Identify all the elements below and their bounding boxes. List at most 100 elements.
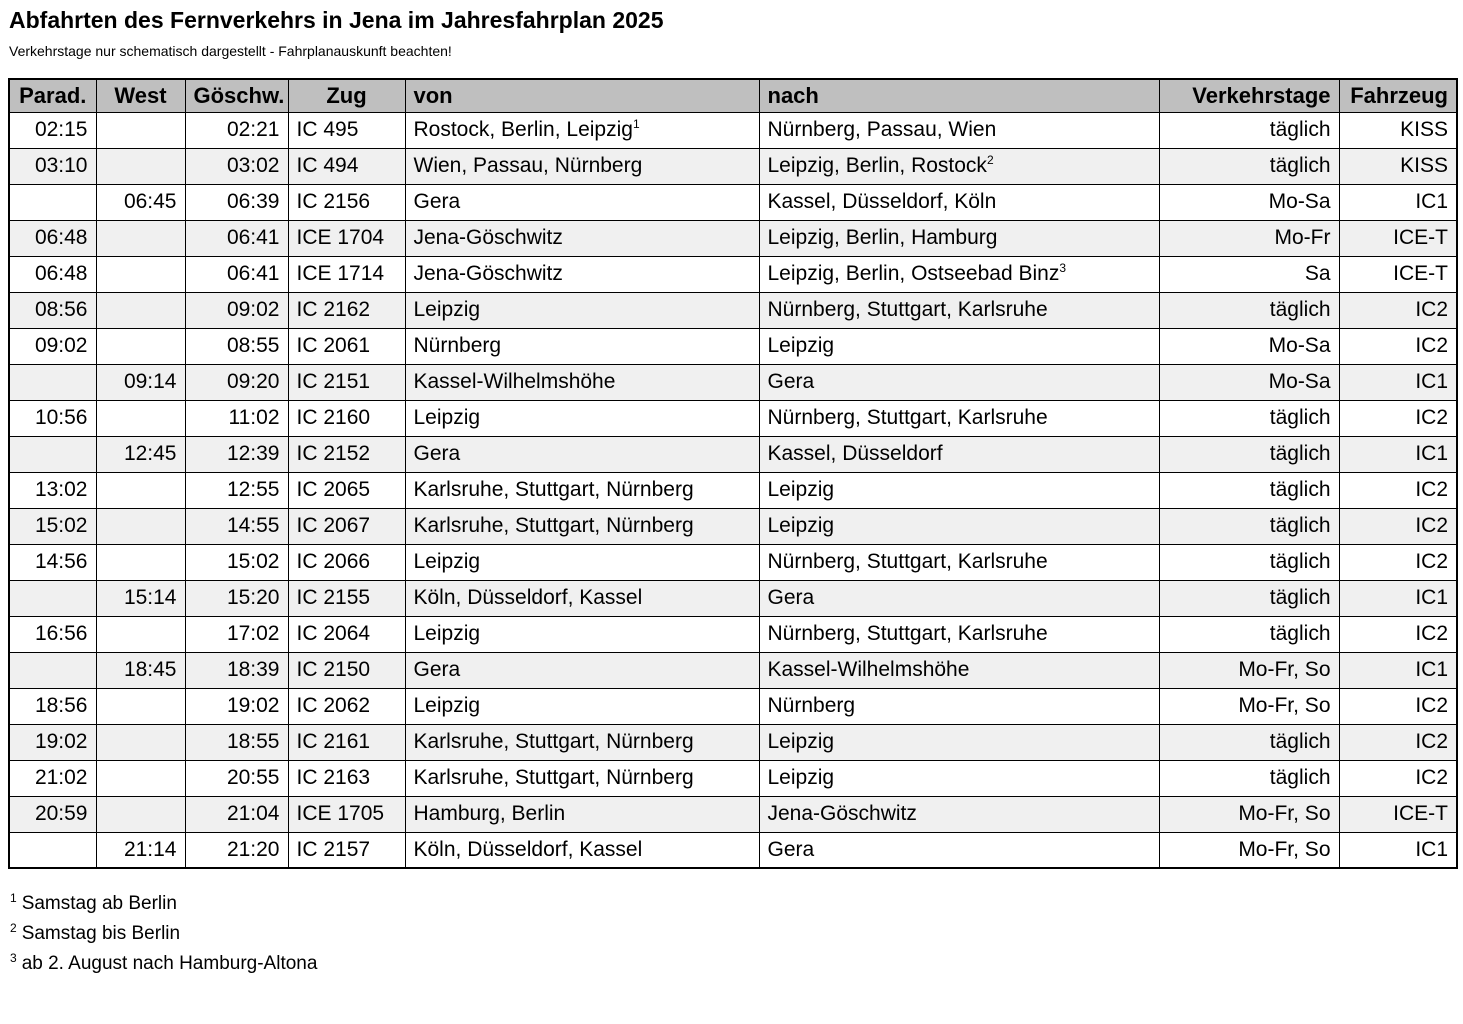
cell-nach: Kassel, Düsseldorf, Köln — [758, 183, 1160, 221]
cell-zug: IC 2151 — [287, 363, 406, 401]
cell-zug: IC 2152 — [287, 435, 406, 473]
cell-nach: Leipzig, Berlin, Ostseebad Binz3 — [758, 255, 1160, 293]
cell-verkehrstage: täglich — [1158, 291, 1340, 329]
cell-fahrzeug: IC1 — [1338, 831, 1458, 869]
cell-nach: Leipzig, Berlin, Hamburg — [758, 219, 1160, 257]
cell-parad — [8, 579, 97, 617]
footnote-text: Samstag bis Berlin — [21, 923, 181, 944]
table-header-row: Parad. West Göschw. Zug von nach Verkehr… — [8, 78, 1458, 113]
cell-nach: Gera — [758, 831, 1160, 869]
cell-zug: IC 2066 — [287, 543, 406, 581]
page: Abfahrten des Fernverkehrs in Jena im Ja… — [8, 7, 1458, 979]
cell-zug: IC 495 — [287, 111, 406, 149]
page-title: Abfahrten des Fernverkehrs in Jena im Ja… — [9, 7, 664, 33]
cell-parad — [8, 435, 97, 473]
cell-fahrzeug: ICE-T — [1338, 795, 1458, 833]
footnote-text: Samstag ab Berlin — [21, 893, 177, 914]
cell-von: Nürnberg — [404, 327, 760, 365]
cell-west — [95, 291, 186, 329]
table-row: 06:48 06:41 ICE 1704 Jena-Göschwitz Leipzig,… — [8, 219, 1458, 257]
cell-goeschw: 21:20 — [184, 831, 289, 869]
cell-nach: Nürnberg, Stuttgart, Karlsruhe — [758, 615, 1160, 653]
footnote-reference: 1 — [632, 117, 640, 131]
cell-goeschw: 17:02 — [184, 615, 289, 653]
cell-fahrzeug: IC2 — [1338, 471, 1458, 509]
cell-parad: 20:59 — [8, 795, 97, 833]
table-row: 15:02 14:55 IC 2067 Karlsruhe, Stuttgart, N… — [8, 507, 1458, 545]
cell-goeschw: 19:02 — [184, 687, 289, 725]
cell-parad — [8, 651, 97, 689]
table-row: 20:59 21:04 ICE 1705 Hamburg, Berlin Jena-Gö… — [8, 795, 1458, 833]
cell-goeschw: 12:39 — [184, 435, 289, 473]
cell-fahrzeug: IC1 — [1338, 651, 1458, 689]
cell-fahrzeug: ICE-T — [1338, 219, 1458, 257]
cell-nach: Leipzig — [758, 327, 1160, 365]
cell-west — [95, 147, 186, 185]
cell-von: Leipzig — [404, 543, 760, 581]
cell-nach: Nürnberg, Passau, Wien — [758, 111, 1160, 149]
cell-goeschw: 18:39 — [184, 651, 289, 689]
cell-fahrzeug: IC2 — [1338, 759, 1458, 797]
cell-nach: Nürnberg, Stuttgart, Karlsruhe — [758, 399, 1160, 437]
table-row: 10:56 11:02 IC 2160 Leipzig Nürnberg, Stuttg… — [8, 399, 1458, 437]
table-row: 21:14 21:20 IC 2157 Köln, Düsseldorf, Kasse… — [8, 831, 1458, 869]
cell-goeschw: 21:04 — [184, 795, 289, 833]
cell-west — [95, 255, 186, 293]
cell-west — [95, 219, 186, 257]
footnote-marker: 2 — [10, 920, 17, 935]
footnote: 2 Samstag bis Berlin — [10, 919, 1456, 949]
page-subtitle: Verkehrstage nur schematisch dargestellt… — [9, 43, 452, 59]
table-row: 03:10 03:02 IC 494 Wien, Passau, Nürnberg Le… — [8, 147, 1458, 185]
footnote: 3 ab 2. August nach Hamburg-Altona — [10, 949, 1456, 979]
cell-verkehrstage: Mo-Fr, So — [1158, 687, 1340, 725]
cell-verkehrstage: Mo-Sa — [1158, 327, 1340, 365]
table-row: 21:02 20:55 IC 2163 Karlsruhe, Stuttgart, N… — [8, 759, 1458, 797]
footnote: 1 Samstag ab Berlin — [10, 889, 1456, 919]
cell-zug: ICE 1704 — [287, 219, 406, 257]
cell-von: Gera — [404, 435, 760, 473]
cell-zug: IC 2155 — [287, 579, 406, 617]
cell-von: Gera — [404, 651, 760, 689]
table-row: 02:15 02:21 IC 495 Rostock, Berlin, Leipzig… — [8, 111, 1458, 149]
cell-zug: ICE 1705 — [287, 795, 406, 833]
column-header-fahrzeug: Fahrzeug — [1338, 78, 1458, 113]
cell-goeschw: 06:41 — [184, 219, 289, 257]
table-row: 06:48 06:41 ICE 1714 Jena-Göschwitz Leipzig,… — [8, 255, 1458, 293]
footnote-reference: 3 — [1059, 261, 1067, 275]
cell-zug: IC 2163 — [287, 759, 406, 797]
cell-nach: Jena-Göschwitz — [758, 795, 1160, 833]
cell-von: Leipzig — [404, 291, 760, 329]
cell-fahrzeug: IC2 — [1338, 723, 1458, 761]
column-header-parad: Parad. — [8, 78, 97, 113]
cell-nach: Leipzig — [758, 759, 1160, 797]
cell-zug: IC 2150 — [287, 651, 406, 689]
footnote-reference: 2 — [986, 153, 994, 167]
cell-west — [95, 615, 186, 653]
table-row: 09:14 09:20 IC 2151 Kassel-Wilhelmshöhe Gera… — [8, 363, 1458, 401]
cell-von: Gera — [404, 183, 760, 221]
cell-parad: 06:48 — [8, 219, 97, 257]
column-header-von: von — [404, 78, 760, 113]
cell-west — [95, 327, 186, 365]
cell-verkehrstage: täglich — [1158, 471, 1340, 509]
cell-von: Leipzig — [404, 615, 760, 653]
cell-zug: IC 2157 — [287, 831, 406, 869]
cell-fahrzeug: IC2 — [1338, 399, 1458, 437]
footnotes: 1 Samstag ab Berlin 2 Samstag bis Berlin 3… — [10, 889, 1456, 979]
cell-verkehrstage: täglich — [1158, 543, 1340, 581]
cell-west — [95, 723, 186, 761]
cell-nach: Leipzig — [758, 723, 1160, 761]
cell-parad: 10:56 — [8, 399, 97, 437]
column-header-goeschw: Göschw. — [184, 78, 289, 113]
cell-goeschw: 08:55 — [184, 327, 289, 365]
cell-von: Köln, Düsseldorf, Kassel — [404, 831, 760, 869]
cell-parad — [8, 363, 97, 401]
cell-nach: Nürnberg, Stuttgart, Karlsruhe — [758, 543, 1160, 581]
departures-table: Parad. West Göschw. Zug von nach Verkehr… — [8, 78, 1458, 869]
cell-von: Rostock, Berlin, Leipzig1 — [404, 111, 760, 149]
cell-west — [95, 759, 186, 797]
cell-west — [95, 543, 186, 581]
cell-fahrzeug: IC1 — [1338, 435, 1458, 473]
cell-verkehrstage: täglich — [1158, 759, 1340, 797]
cell-nach: Gera — [758, 579, 1160, 617]
